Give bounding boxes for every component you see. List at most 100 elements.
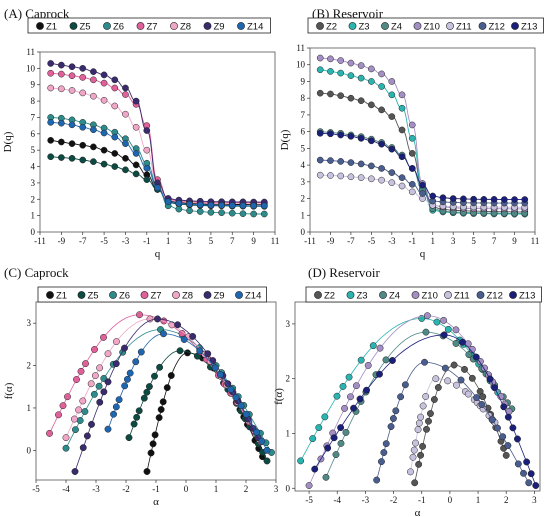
data-point-z8: [91, 372, 99, 380]
data-point-z6: [218, 209, 225, 217]
legend-marker-z13: [509, 291, 517, 299]
data-point-z5: [100, 160, 108, 168]
series-z9: [71, 315, 262, 475]
data-point-z5: [122, 166, 129, 174]
y-tick-label: 3: [301, 177, 306, 187]
series-z14: [47, 119, 268, 210]
legend-label-z8: Z8: [182, 291, 193, 302]
data-point-z3: [347, 72, 355, 79]
y-tick-label: 5: [301, 143, 306, 153]
x-tick-label: -9: [327, 236, 335, 246]
y-tick-label: 3: [27, 318, 32, 328]
legend-marker-z8: [172, 291, 180, 299]
data-point-z8: [132, 123, 140, 131]
data-point-z8: [96, 364, 104, 372]
y-tick-label: 2: [301, 194, 306, 204]
data-point-z13: [357, 134, 365, 142]
data-point-z13: [472, 353, 480, 361]
data-point-z13: [523, 458, 531, 466]
data-point-z2: [408, 150, 416, 157]
data-point-z11: [432, 375, 440, 383]
data-point-z14: [237, 402, 245, 410]
data-point-z12: [382, 440, 390, 448]
legend-marker-z12: [476, 291, 485, 299]
legend: Z1 Z5 Z6 Z7 Z8 Z9 Z14: [27, 17, 271, 34]
data-point-z2: [430, 396, 438, 403]
data-point-z7: [73, 376, 80, 383]
data-point-z9: [100, 388, 108, 396]
data-point-z13: [491, 384, 499, 392]
data-point-z1: [122, 155, 129, 162]
data-point-z10: [316, 54, 324, 62]
series-line-z1: [50, 139, 265, 206]
series-line-z14: [50, 121, 265, 207]
data-point-z3: [315, 424, 323, 432]
x-tick-label: -7: [79, 236, 87, 246]
x-tick-label: -2: [390, 495, 398, 505]
legend-marker-z5: [77, 291, 86, 299]
x-tick-label: 9: [512, 236, 517, 246]
x-tick-label: 9: [251, 236, 256, 246]
data-point-z4: [332, 451, 340, 459]
data-point-z12: [494, 424, 501, 432]
legend-marker-z2: [314, 291, 322, 299]
x-tick-label: -3: [388, 236, 396, 246]
data-point-z6: [260, 210, 268, 218]
data-point-z9: [58, 61, 65, 69]
series-z5: [125, 347, 271, 465]
data-point-z9: [154, 315, 161, 323]
data-point-z14: [90, 126, 97, 134]
data-point-z14: [126, 369, 134, 377]
x-tick-label: -4: [333, 495, 341, 505]
data-point-z2: [425, 417, 432, 425]
legend-marker-z4: [379, 291, 387, 299]
data-point-z8: [104, 350, 112, 358]
data-point-z14: [112, 403, 120, 411]
data-point-z2: [398, 126, 406, 134]
data-point-z6: [81, 408, 89, 415]
data-point-z13: [419, 181, 426, 189]
data-point-z13: [532, 482, 540, 489]
data-point-z14: [47, 119, 55, 126]
data-point-z12: [380, 449, 388, 456]
data-point-z9: [88, 420, 95, 428]
data-point-z14: [115, 396, 123, 404]
x-tick-label: 0: [184, 484, 189, 494]
legend-marker-z11: [444, 291, 452, 299]
x-axis-label: α: [415, 507, 421, 517]
legend-marker-z10: [411, 291, 420, 299]
x-tick-label: -2: [122, 484, 130, 494]
data-point-z2: [417, 451, 425, 459]
data-point-z11: [357, 174, 365, 181]
data-point-z10: [378, 70, 385, 78]
data-point-z6: [175, 205, 183, 213]
data-point-z14: [154, 184, 161, 192]
legend-marker-z3: [348, 22, 357, 30]
y-tick-label: 6: [301, 127, 306, 137]
data-point-z13: [486, 375, 494, 383]
x-tick-label: -1: [418, 495, 426, 505]
data-point-z2: [419, 442, 427, 450]
data-point-z13: [376, 370, 383, 378]
legend-label-z13: Z13: [521, 22, 537, 33]
series-z13: [316, 129, 529, 203]
x-tick-label: 5: [471, 236, 476, 246]
data-point-z2: [423, 425, 430, 433]
data-point-z7: [46, 429, 53, 437]
data-point-z2: [502, 451, 510, 459]
legend-label-z9: Z9: [214, 291, 225, 302]
legend-marker-z14: [235, 291, 243, 299]
legend-label-z1: Z1: [46, 22, 57, 33]
series-z9: [47, 60, 268, 206]
data-point-z12: [488, 416, 496, 424]
data-point-z14: [186, 200, 193, 208]
data-point-z10: [337, 57, 345, 64]
y-tick-label: 10: [296, 60, 306, 70]
panel-b-reservoir-dq: -11 -9 -7 -5 -3 -1 1 3 5 7 9 1101234567891011qD(q)(…: [279, 6, 544, 260]
data-point-z6: [95, 382, 103, 390]
x-tick-label: -11: [304, 236, 316, 246]
data-point-z8: [112, 338, 120, 346]
data-point-z7: [58, 70, 65, 78]
